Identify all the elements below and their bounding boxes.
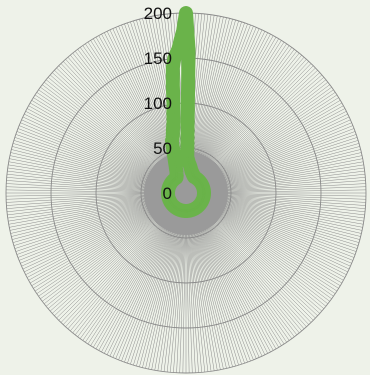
radial-tick-label: 100	[144, 94, 172, 113]
data-point	[181, 29, 185, 33]
data-point	[177, 48, 180, 51]
radial-tick-label: 0	[163, 184, 172, 203]
data-point	[172, 151, 175, 154]
data-point	[174, 164, 177, 168]
data-point	[174, 162, 177, 165]
radial-tick-labels: 0 50 100 150 200	[144, 4, 172, 203]
data-point	[172, 120, 175, 124]
data-point	[174, 168, 178, 171]
data-point	[186, 157, 189, 161]
data-point	[174, 166, 178, 170]
radial-tick-label: 50	[153, 139, 172, 158]
data-point	[184, 11, 188, 15]
data-point	[173, 159, 177, 162]
radial-tick-label: 150	[144, 49, 172, 68]
data-point	[179, 38, 182, 42]
data-point	[171, 66, 175, 69]
data-point	[187, 47, 190, 51]
data-point	[172, 102, 175, 106]
data-point	[171, 84, 175, 88]
data-point	[171, 125, 175, 128]
data-point	[172, 111, 175, 115]
radial-tick-label: 200	[144, 4, 172, 23]
data-point	[175, 52, 178, 56]
data-point	[173, 57, 176, 60]
data-point	[173, 155, 176, 159]
data-point	[171, 145, 175, 149]
center-disc	[144, 151, 228, 235]
data-point	[170, 139, 174, 143]
data-point	[171, 134, 175, 138]
series-layer	[161, 6, 211, 218]
data-point	[186, 155, 189, 159]
data-point	[171, 130, 175, 133]
data-point	[187, 159, 190, 162]
data-point	[171, 137, 174, 141]
data-point	[175, 170, 178, 173]
